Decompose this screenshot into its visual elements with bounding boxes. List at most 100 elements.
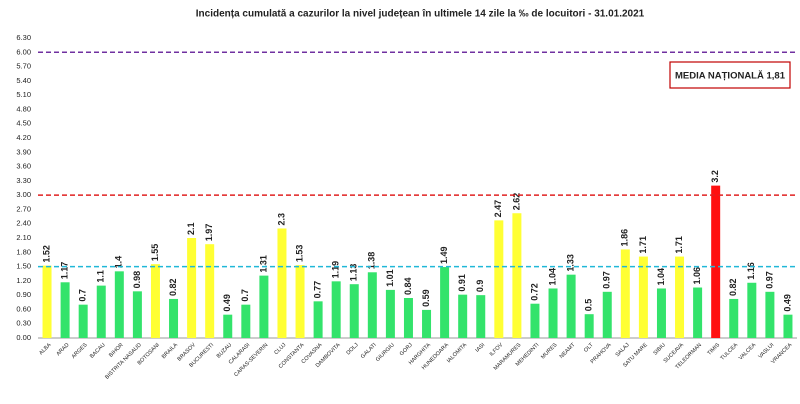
value-label: 2.47 xyxy=(493,200,503,218)
value-label: 0.77 xyxy=(312,281,322,299)
bar xyxy=(693,287,703,338)
value-label: 3.2 xyxy=(710,170,720,183)
value-label: 0.98 xyxy=(132,271,142,289)
bar xyxy=(96,285,106,338)
bar xyxy=(223,314,233,338)
x-tick-label: GIURGIU xyxy=(375,342,396,363)
y-tick-label: 1.20 xyxy=(16,276,31,285)
bar xyxy=(259,275,269,338)
bar xyxy=(349,284,359,338)
bar xyxy=(277,228,287,338)
bar xyxy=(169,298,179,338)
bar xyxy=(422,309,432,338)
x-tick-label: ARGES xyxy=(71,342,89,360)
x-tick-label: BUZAU xyxy=(216,342,233,359)
value-label: 0.49 xyxy=(222,294,232,312)
y-tick-label: 3.90 xyxy=(16,147,31,156)
value-label: 1.71 xyxy=(638,236,648,254)
x-tick-label: GORJ xyxy=(399,342,414,357)
bar xyxy=(711,185,721,338)
value-label: 1.16 xyxy=(746,262,756,280)
x-tick-label: NEAMT xyxy=(559,342,577,360)
bar xyxy=(783,314,793,338)
y-tick-label: 3.00 xyxy=(16,190,31,199)
value-label: 0.97 xyxy=(602,271,612,289)
bar xyxy=(512,213,522,338)
y-tick-label: 4.50 xyxy=(16,119,31,128)
value-label: 0.82 xyxy=(728,278,738,296)
y-tick-label: 0.00 xyxy=(16,333,31,342)
value-label: 0.84 xyxy=(403,277,413,295)
x-tick-label: BACAU xyxy=(89,342,107,360)
x-tick-label: OLT xyxy=(583,342,595,354)
value-label: 1.86 xyxy=(620,229,630,247)
bar xyxy=(313,301,323,338)
value-label: 1.01 xyxy=(385,269,395,287)
y-tick-label: 6.30 xyxy=(16,33,31,42)
bar xyxy=(403,298,413,338)
value-label: 0.7 xyxy=(78,289,88,302)
x-tick-label: ARAD xyxy=(56,342,71,357)
bar xyxy=(729,298,739,338)
bar xyxy=(187,238,197,338)
y-tick-label: 0.60 xyxy=(16,304,31,313)
value-label: 1.53 xyxy=(294,245,304,263)
y-tick-label: 3.60 xyxy=(16,162,31,171)
bar xyxy=(78,304,88,338)
bar xyxy=(367,272,377,338)
y-tick-label: 1.50 xyxy=(16,262,31,271)
value-label: 1.31 xyxy=(258,255,268,273)
value-label: 1.17 xyxy=(59,262,69,280)
value-label: 1.13 xyxy=(349,264,359,282)
x-tick-label: SIBIU xyxy=(652,342,666,356)
y-tick-label: 0.90 xyxy=(16,290,31,299)
bar xyxy=(114,271,124,338)
bar xyxy=(295,265,305,338)
x-tick-label: DOLJ xyxy=(346,342,360,356)
x-tick-label: SALAJ xyxy=(615,342,631,358)
value-label: 2.1 xyxy=(186,222,196,235)
x-tick-label: IALOMITA xyxy=(446,342,468,364)
y-tick-label: 4.80 xyxy=(16,104,31,113)
value-label: 1.52 xyxy=(41,245,51,263)
value-label: 1.19 xyxy=(331,261,341,279)
bar xyxy=(331,281,341,338)
bar xyxy=(241,304,251,338)
x-tick-label: IASI xyxy=(475,342,487,354)
bar xyxy=(602,291,612,338)
y-tick-label: 4.20 xyxy=(16,133,31,142)
bar xyxy=(548,288,558,338)
value-label: 1.38 xyxy=(367,252,377,270)
value-label: 1.1 xyxy=(96,270,106,283)
value-label: 1.04 xyxy=(547,268,557,286)
annotation: MEDIA NAȚIONALĂ 1,81 xyxy=(675,71,786,82)
bar xyxy=(385,289,395,338)
bar xyxy=(42,265,52,338)
value-label: 1.04 xyxy=(656,268,666,286)
y-tick-label: 2.70 xyxy=(16,204,31,213)
y-tick-label: 2.40 xyxy=(16,219,31,228)
bar xyxy=(530,303,540,338)
value-label: 0.91 xyxy=(457,274,467,292)
value-label: 0.72 xyxy=(529,283,539,301)
value-label: 0.5 xyxy=(584,299,594,312)
x-tick-label: CLUJ xyxy=(273,342,287,356)
x-tick-label: TULCEA xyxy=(720,342,740,362)
bar xyxy=(656,288,666,338)
value-label: 1.49 xyxy=(439,247,449,265)
x-tick-label: BIHOR xyxy=(108,342,125,359)
value-label: 0.59 xyxy=(421,289,431,307)
x-tick-label: MURES xyxy=(540,342,559,361)
bar xyxy=(566,274,576,338)
y-tick-label: 6.00 xyxy=(16,47,31,56)
y-tick-label: 0.30 xyxy=(16,319,31,328)
x-tick-label: VALCEA xyxy=(738,342,758,362)
bar xyxy=(638,256,648,338)
value-label: 0.82 xyxy=(168,278,178,296)
bar xyxy=(584,314,594,338)
y-tick-label: 5.40 xyxy=(16,76,31,85)
y-tick-label: 2.10 xyxy=(16,233,31,242)
bar xyxy=(494,220,504,338)
y-tick-label: 3.30 xyxy=(16,176,31,185)
